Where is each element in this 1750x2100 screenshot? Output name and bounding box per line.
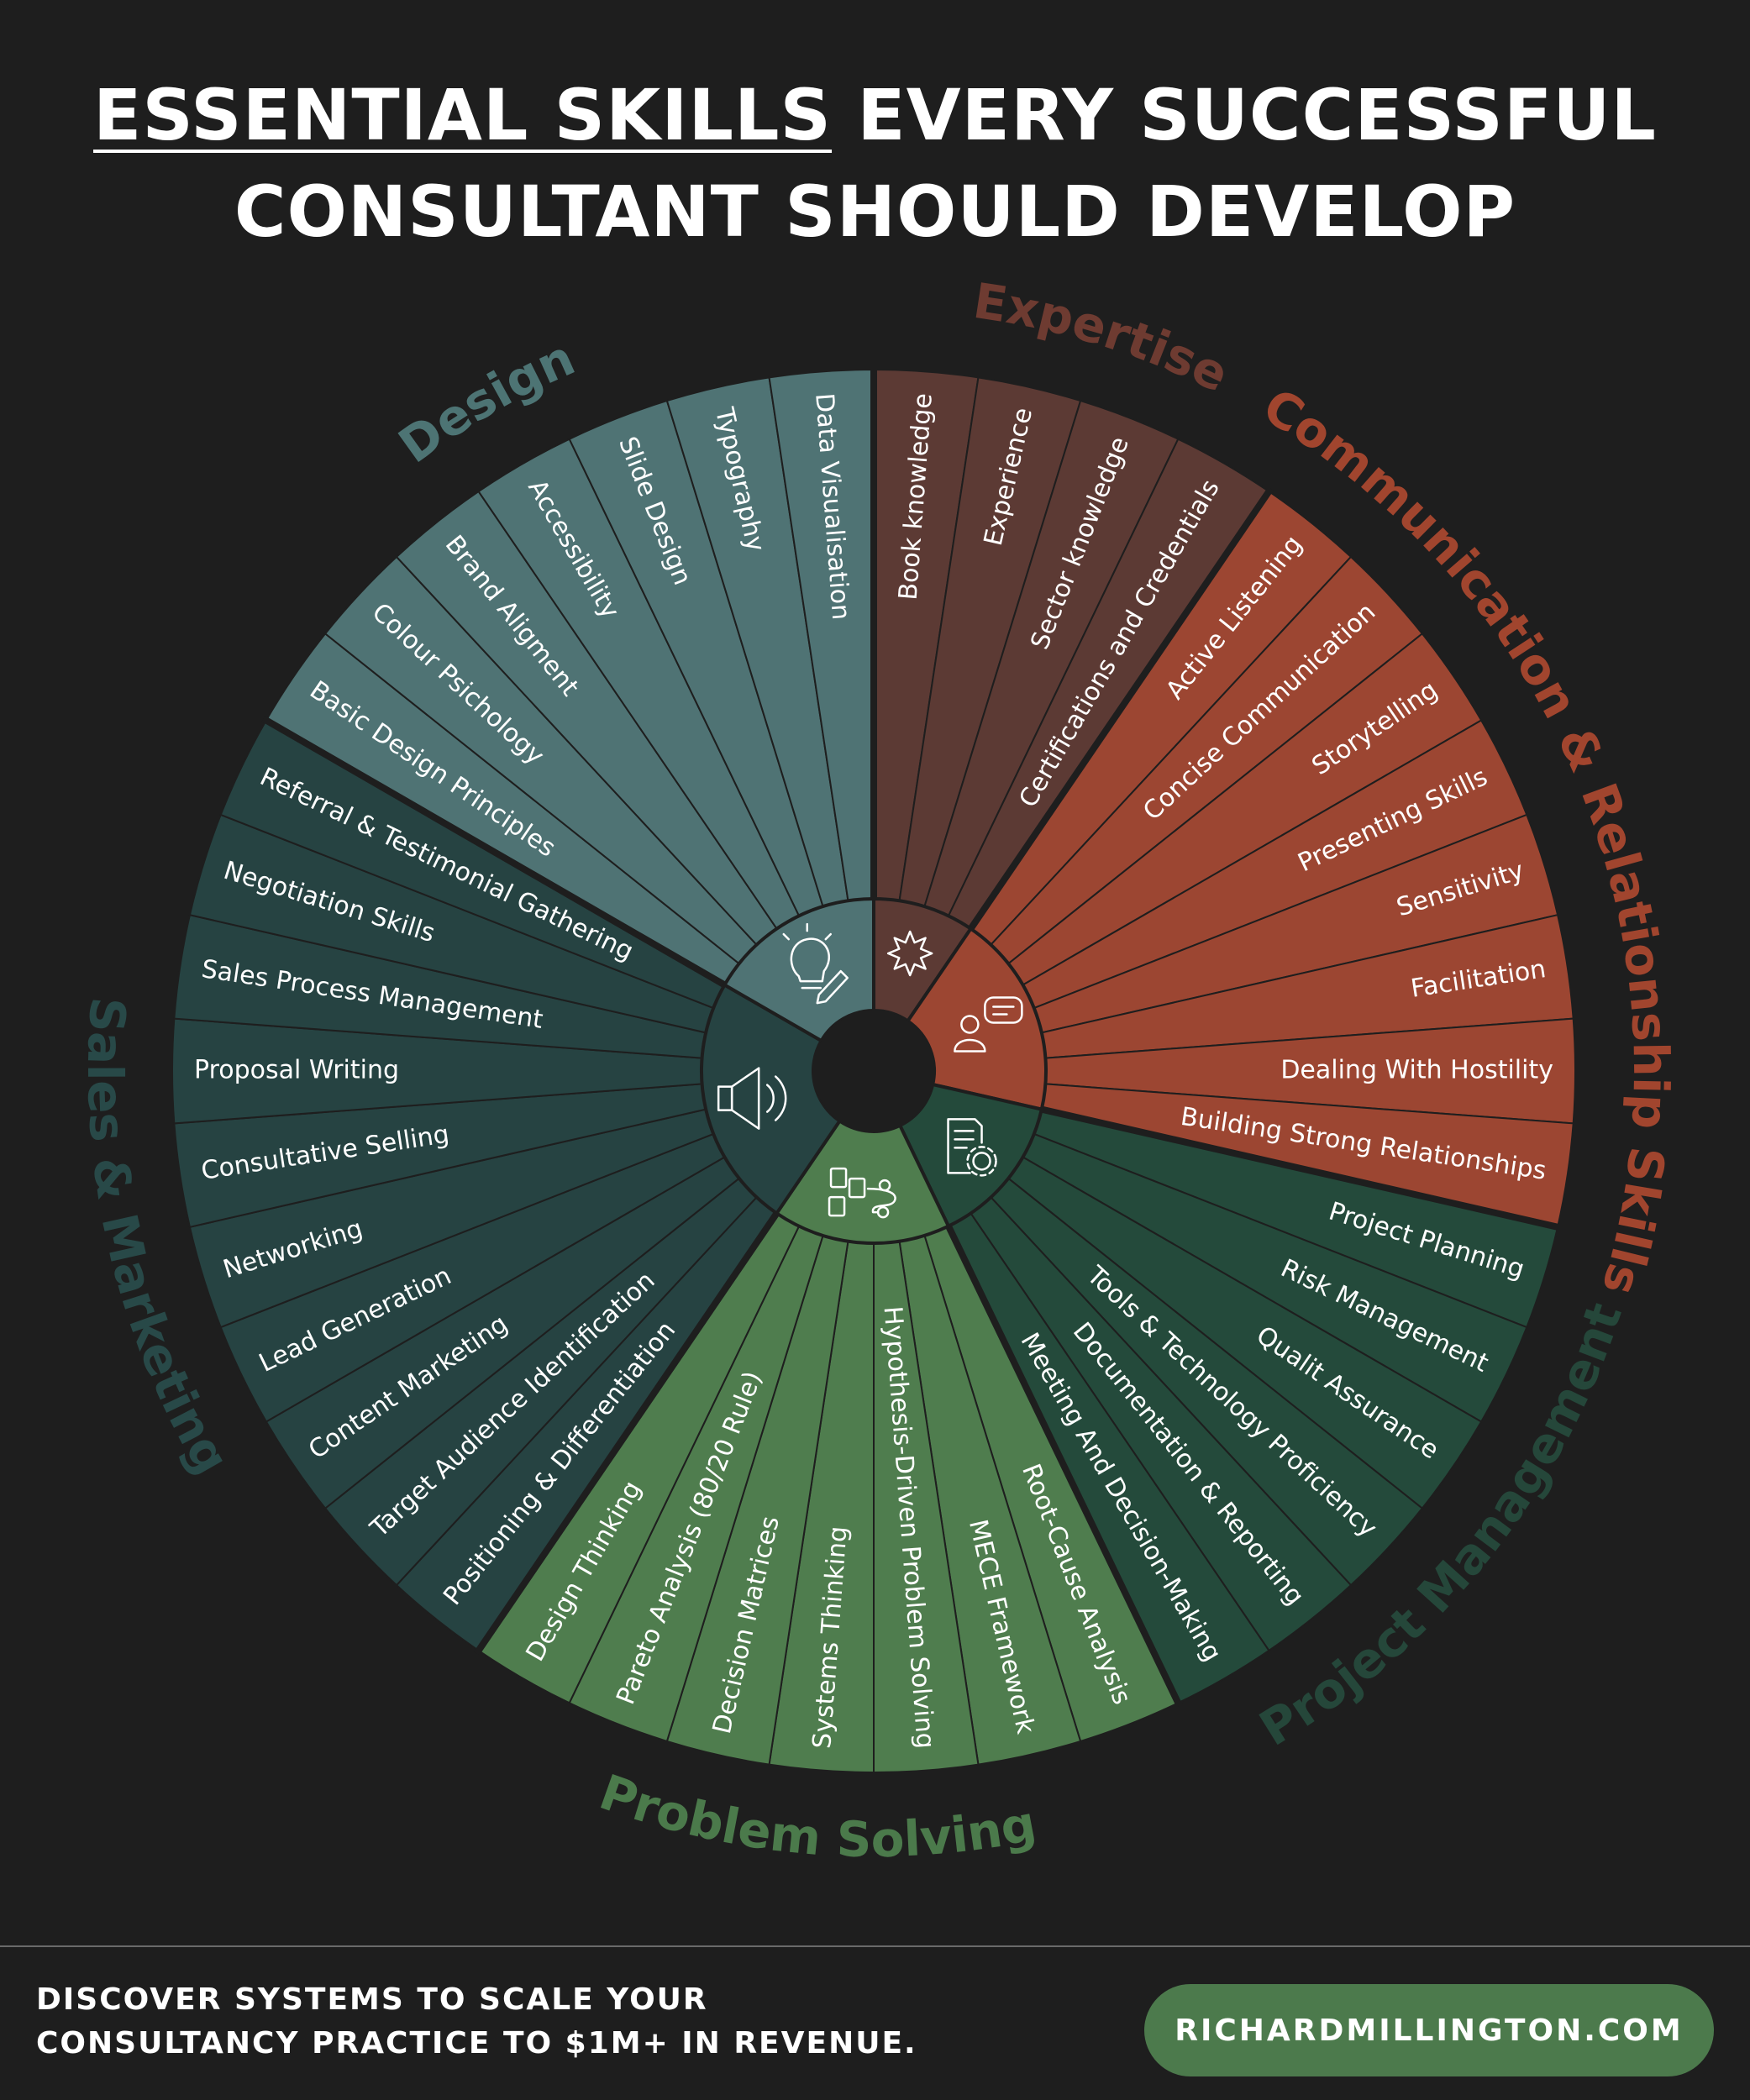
category-label: Problem Solving [592, 1763, 1040, 1868]
flowchart-icon [828, 1167, 896, 1219]
skill-label: Proposal Writing [194, 1056, 399, 1085]
megaphone-icon [717, 1067, 787, 1130]
skill-label: Dealing With Hostility [1280, 1056, 1553, 1085]
skill-slices [171, 368, 1577, 1774]
footer-divider [0, 1945, 1750, 1947]
title-line2: CONSULTANT SHOULD DEVELOP [234, 171, 1516, 253]
lightbulb-pencil-icon [782, 922, 849, 1005]
page-title: ESSENTIAL SKILLS EVERY SUCCESSFUL CONSUL… [0, 67, 1750, 260]
chat-person-icon [954, 996, 1023, 1053]
title-highlight: ESSENTIAL SKILLS [93, 74, 833, 156]
star-badge-icon [886, 930, 933, 977]
category-hub-segment [700, 982, 843, 1216]
footer-tagline-line2: CONSULTANCY PRACTICE TO $1M+ IN REVENUE. [36, 2026, 917, 2061]
footer-tagline: DISCOVER SYSTEMS TO SCALE YOUR CONSULTAN… [36, 1978, 917, 2066]
category-hub [700, 896, 1048, 1245]
title-line1-rest: EVERY SUCCESSFUL [832, 74, 1657, 156]
center-hole [813, 1011, 934, 1131]
footer-tagline-line1: DISCOVER SYSTEMS TO SCALE YOUR [36, 1982, 708, 2017]
document-gear-icon [947, 1118, 997, 1177]
website-link-button[interactable]: RICHARDMILLINGTON.COM [1144, 1984, 1714, 2076]
